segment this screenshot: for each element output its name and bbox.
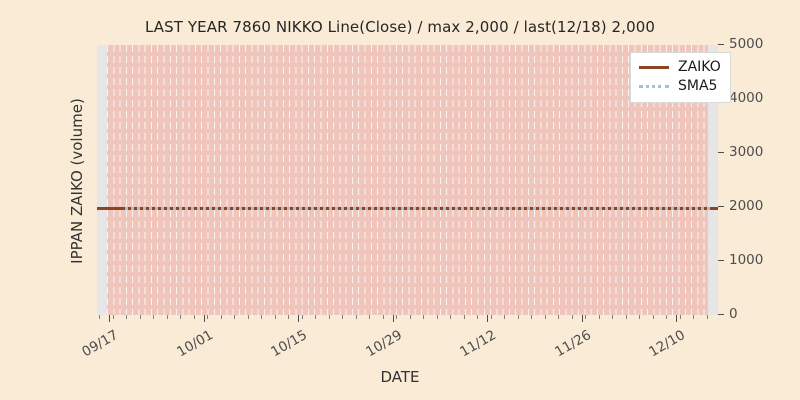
y-tick-label: 4000 — [729, 90, 764, 106]
x-major-tick — [109, 315, 110, 322]
x-minor-tick — [490, 315, 492, 319]
x-minor-tick — [220, 315, 222, 319]
y-tick-label: 2000 — [729, 198, 764, 214]
x-tick-label: 12/10 — [646, 327, 688, 361]
x-axis-ticks: 09/17 10/01 10/15 10/29 11/12 11/26 12/10 — [79, 315, 718, 375]
x-minor-tick — [504, 315, 505, 319]
y-tick-mark — [718, 260, 724, 261]
y-tick-mark — [718, 314, 724, 315]
x-minor-tick — [207, 315, 208, 319]
x-minor-tick — [247, 315, 249, 319]
x-minor-tick — [517, 315, 519, 319]
legend-entry-sma5[interactable]: SMA5 — [639, 77, 721, 96]
x-minor-tick — [625, 315, 627, 319]
x-minor-tick — [531, 315, 532, 319]
x-tick-label: 10/01 — [173, 327, 216, 361]
x-minor-tick — [193, 315, 195, 319]
x-minor-tick — [409, 315, 411, 319]
x-minor-tick — [126, 315, 127, 319]
x-tick-label: 10/29 — [362, 327, 405, 361]
x-minor-tick — [369, 315, 370, 319]
y-tick-label: 1000 — [729, 252, 764, 268]
x-minor-tick — [436, 315, 438, 319]
y-tick-mark — [718, 206, 724, 207]
x-minor-tick — [423, 315, 424, 319]
x-minor-tick — [706, 315, 708, 319]
x-minor-tick — [315, 315, 316, 319]
legend-label-zaiko: ZAIKO — [678, 59, 721, 75]
legend-box: ZAIKO SMA5 — [630, 52, 731, 103]
x-major-tick — [581, 315, 583, 322]
plot-area — [97, 45, 718, 315]
x-minor-tick — [355, 315, 357, 319]
x-tick-label: 09/17 — [79, 327, 121, 361]
y-tick-label: 3000 — [729, 144, 764, 160]
x-minor-tick — [693, 315, 694, 319]
x-major-tick — [203, 315, 205, 322]
x-minor-tick — [180, 315, 181, 319]
legend-entry-zaiko[interactable]: ZAIKO — [639, 58, 721, 77]
x-minor-tick — [679, 315, 681, 319]
x-minor-tick — [139, 315, 141, 319]
y-tick-label: 5000 — [729, 36, 764, 52]
x-minor-tick — [342, 315, 343, 319]
y-tick-mark — [718, 152, 724, 153]
x-minor-tick — [450, 315, 451, 319]
y-tick-mark — [718, 44, 724, 45]
x-major-tick — [676, 315, 677, 322]
x-minor-tick — [558, 315, 559, 319]
x-minor-tick — [166, 315, 168, 319]
legend-label-sma5: SMA5 — [678, 78, 718, 94]
x-minor-tick — [382, 315, 384, 319]
x-minor-tick — [666, 315, 667, 319]
x-tick-label: 11/26 — [551, 327, 594, 361]
x-minor-tick — [639, 315, 640, 319]
x-minor-tick — [652, 315, 654, 319]
x-minor-tick — [288, 315, 289, 319]
legend-swatch-sma5-icon — [639, 85, 669, 88]
x-minor-tick — [612, 315, 613, 319]
vertical-gridlines — [107, 45, 708, 315]
x-minor-tick — [477, 315, 478, 319]
legend-swatch-zaiko-icon — [639, 66, 669, 69]
x-minor-tick — [585, 315, 586, 319]
x-minor-tick — [153, 315, 154, 319]
x-tick-label: 10/15 — [268, 327, 310, 361]
x-minor-tick — [396, 315, 397, 319]
x-minor-tick — [328, 315, 330, 319]
x-minor-tick — [261, 315, 262, 319]
x-minor-tick — [571, 315, 573, 319]
x-major-tick — [392, 315, 394, 322]
y-axis-ticks: 0 1000 2000 3000 4000 5000 — [718, 36, 798, 322]
x-minor-tick — [274, 315, 276, 319]
x-major-tick — [298, 315, 299, 322]
x-tick-label: 11/12 — [457, 327, 499, 361]
x-minor-tick — [99, 315, 100, 319]
x-minor-tick — [301, 315, 303, 319]
x-minor-tick — [544, 315, 546, 319]
x-minor-tick — [463, 315, 465, 319]
x-axis-title: DATE — [380, 368, 420, 386]
y-axis-title: IPPAN ZAIKO (volume) — [68, 98, 86, 264]
x-major-tick — [487, 315, 488, 322]
y-tick-label: 0 — [729, 306, 738, 322]
x-minor-tick — [598, 315, 600, 319]
x-minor-tick — [234, 315, 235, 319]
chart-title: LAST YEAR 7860 NIKKO Line(Close) / max 2… — [144, 18, 655, 36]
x-minor-tick — [112, 315, 114, 319]
series-line-sma5 — [125, 207, 710, 210]
